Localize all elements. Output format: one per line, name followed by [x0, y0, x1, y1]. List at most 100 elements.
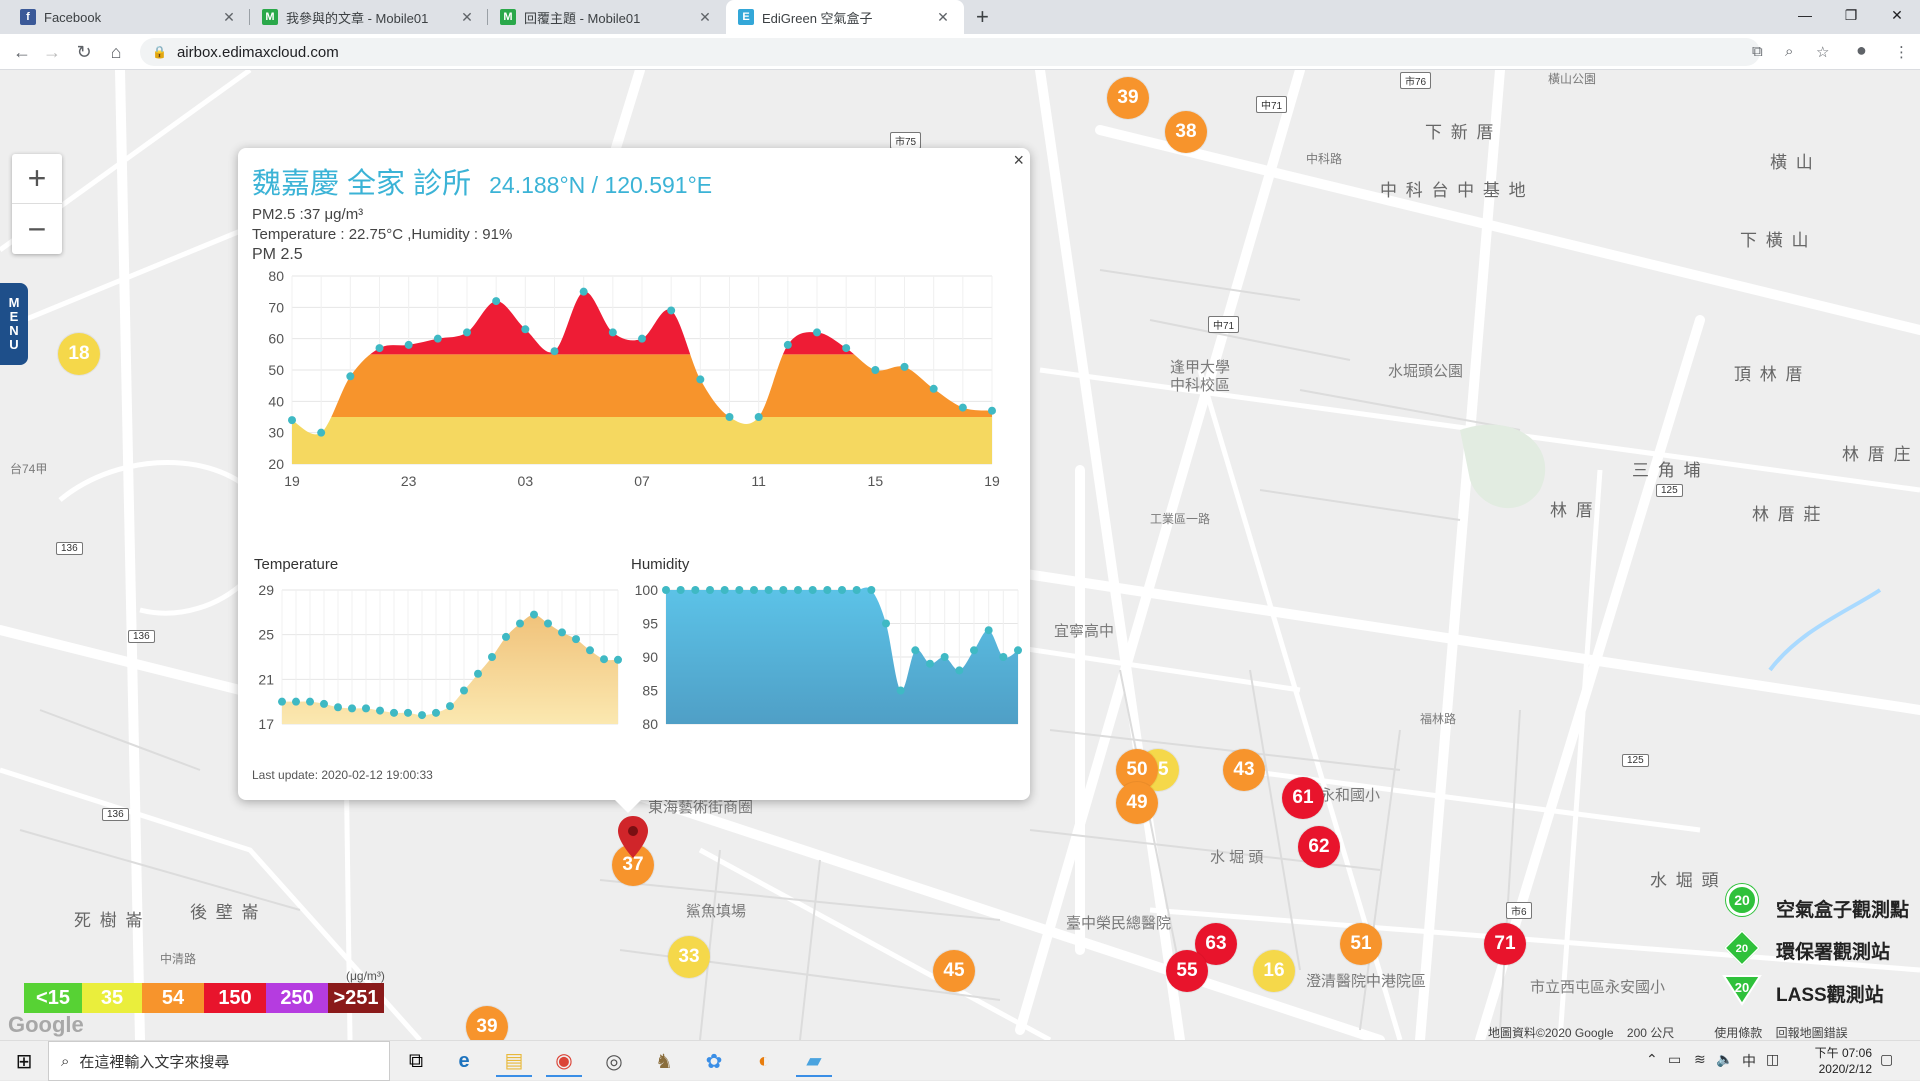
- data-point: [900, 362, 909, 371]
- data-point: [691, 586, 700, 594]
- airbox-marker[interactable]: 71: [1484, 923, 1526, 965]
- menu-dots-icon[interactable]: ⋮: [1894, 44, 1909, 61]
- chevron-up-icon[interactable]: ⌃: [1646, 1051, 1658, 1067]
- x-tick-label: 15: [868, 473, 884, 489]
- browser-toolbar: ← → ↻ ⌂ 🔒 airbox.edimaxcloud.com ⧉ ⌕ ☆ ●…: [0, 34, 1920, 70]
- place-label: 林 厝 莊: [1752, 505, 1823, 524]
- data-point: [638, 334, 646, 343]
- airbox-marker[interactable]: 16: [1253, 950, 1295, 992]
- search-icon: ⌕: [61, 1052, 70, 1070]
- menu-letter: E: [9, 309, 19, 324]
- volume-icon[interactable]: 🔈: [1716, 1051, 1734, 1067]
- profile-icon[interactable]: ●: [1856, 40, 1867, 60]
- translate-icon[interactable]: ⧉: [1752, 43, 1763, 60]
- data-point: [292, 697, 300, 706]
- clock-time: 下午 07:06: [1814, 1046, 1872, 1060]
- y-tick-label: 80: [268, 268, 284, 284]
- tab-facebook[interactable]: f Facebook ✕: [8, 0, 250, 34]
- pm25-chart: 20 30 40 50 60 70 80 19 23 03 07 11 15 19: [268, 268, 1000, 489]
- close-window-button[interactable]: ✕: [1891, 6, 1903, 23]
- app-icon[interactable]: ♞: [655, 1050, 673, 1073]
- data-point: [418, 711, 426, 720]
- map-attribution[interactable]: 地圖資料©2020 Google 200 公尺 使用條款 回報地圖錯誤: [1488, 1026, 1848, 1040]
- airbox-marker[interactable]: 51: [1340, 923, 1382, 965]
- airbox-marker[interactable]: 49: [1116, 782, 1158, 824]
- place-label: 水堀頭公園: [1388, 363, 1464, 380]
- notification-icon[interactable]: ▢: [1880, 1051, 1894, 1067]
- place-label: 橫 山: [1770, 153, 1815, 172]
- zoom-in-button[interactable]: +: [12, 154, 62, 204]
- airbox-marker[interactable]: 63: [1195, 923, 1237, 965]
- blender-icon[interactable]: ◐: [757, 1049, 771, 1072]
- zoom-out-button[interactable]: −: [27, 210, 47, 247]
- reload-icon[interactable]: ↻: [76, 41, 92, 62]
- edigreen-icon: E: [738, 9, 754, 25]
- airbox-marker[interactable]: 61: [1282, 777, 1324, 819]
- data-point: [867, 586, 876, 594]
- windows-start-icon[interactable]: ⊞: [15, 1050, 33, 1073]
- app-icon[interactable]: ◎: [605, 1050, 623, 1073]
- lock-icon: 🔒: [152, 45, 167, 59]
- data-point: [882, 619, 890, 628]
- menu-button[interactable]: M E N U: [0, 283, 28, 365]
- popup-pointer: [614, 799, 642, 813]
- back-icon[interactable]: ←: [13, 41, 31, 62]
- airbox-marker[interactable]: 33: [668, 936, 710, 978]
- airbox-marker[interactable]: 45: [933, 950, 975, 992]
- airbox-marker[interactable]: 39: [466, 1006, 508, 1040]
- windows-taskbar: ⊞ ⌕ 在這裡輸入文字來搜尋 ⧉ e ▤ ◉ ◎ ♞ ✿ ◐ ▰ ⌃ ▭ ≋ 🔈…: [0, 1040, 1920, 1081]
- close-icon[interactable]: ✕: [461, 8, 473, 25]
- chrome-icon[interactable]: ◉: [546, 1045, 582, 1077]
- last-update-text: Last update: 2020-02-12 19:00:33: [252, 768, 433, 782]
- clock[interactable]: 下午 07:06 2020/2/12: [1815, 1045, 1872, 1077]
- close-icon[interactable]: ✕: [937, 8, 949, 25]
- airbox-marker[interactable]: 38: [1165, 111, 1207, 153]
- station-name: 魏嘉慶 全家 診所: [252, 168, 472, 200]
- data-point: [334, 703, 342, 712]
- app-icon[interactable]: ▰: [796, 1045, 832, 1077]
- data-point: [579, 287, 588, 296]
- pm25-chart-title: PM 2.5: [252, 246, 303, 263]
- airbox-marker[interactable]: 62: [1298, 826, 1340, 868]
- ime-mode-icon[interactable]: ◫: [1766, 1051, 1780, 1067]
- close-icon[interactable]: ✕: [223, 8, 235, 25]
- app-icon[interactable]: ✿: [705, 1050, 723, 1073]
- home-icon[interactable]: ⌂: [110, 41, 122, 62]
- data-point: [348, 704, 356, 713]
- data-point: [662, 586, 670, 594]
- data-point: [871, 366, 880, 374]
- search-placeholder: 在這裡輸入文字來搜尋: [79, 1053, 230, 1071]
- data-point: [608, 328, 617, 337]
- data-point: [667, 306, 676, 315]
- ime-indicator[interactable]: 中: [1742, 1053, 1756, 1069]
- address-bar[interactable]: 🔒 airbox.edimaxcloud.com: [140, 38, 1760, 66]
- place-label: 下 新 厝: [1425, 123, 1496, 142]
- task-view-icon[interactable]: ⧉: [408, 1049, 424, 1072]
- taskbar-search-box[interactable]: ⌕ 在這裡輸入文字來搜尋: [48, 1041, 390, 1081]
- close-icon[interactable]: ✕: [699, 8, 711, 25]
- file-explorer-icon[interactable]: ▤: [496, 1045, 532, 1077]
- maximize-button[interactable]: ❐: [1844, 6, 1858, 23]
- x-tick-label: 07: [634, 473, 650, 489]
- data-point: [375, 344, 384, 353]
- airbox-marker[interactable]: 43: [1223, 749, 1265, 791]
- forward-icon[interactable]: →: [43, 41, 61, 62]
- airbox-marker[interactable]: 55: [1166, 950, 1208, 992]
- airbox-marker[interactable]: 39: [1107, 77, 1149, 119]
- edge-icon[interactable]: e: [458, 1049, 470, 1072]
- tab-edigreen[interactable]: E EdiGreen 空氣盒子 ✕: [726, 0, 964, 34]
- station-coordinates: 24.188°N / 120.591°E: [489, 172, 713, 198]
- zoom-icon[interactable]: ⌕: [1785, 43, 1794, 60]
- bookmark-star-icon[interactable]: ☆: [1816, 44, 1830, 61]
- tab-mobile01-reply[interactable]: M 回覆主題 - Mobile01 ✕: [488, 0, 726, 34]
- y-tick-label: 21: [258, 671, 274, 687]
- tab-mobile01-articles[interactable]: M 我參與的文章 - Mobile01 ✕: [250, 0, 488, 34]
- minimize-button[interactable]: —: [1798, 7, 1812, 23]
- close-icon[interactable]: ×: [1013, 150, 1024, 170]
- new-tab-button[interactable]: +: [976, 4, 989, 29]
- network-icon[interactable]: ≋: [1694, 1051, 1706, 1067]
- airbox-station-icon: 20: [1726, 884, 1758, 916]
- battery-icon[interactable]: ▭: [1668, 1051, 1682, 1067]
- airbox-marker[interactable]: 18: [58, 333, 100, 375]
- legend-level: 54: [142, 983, 204, 1013]
